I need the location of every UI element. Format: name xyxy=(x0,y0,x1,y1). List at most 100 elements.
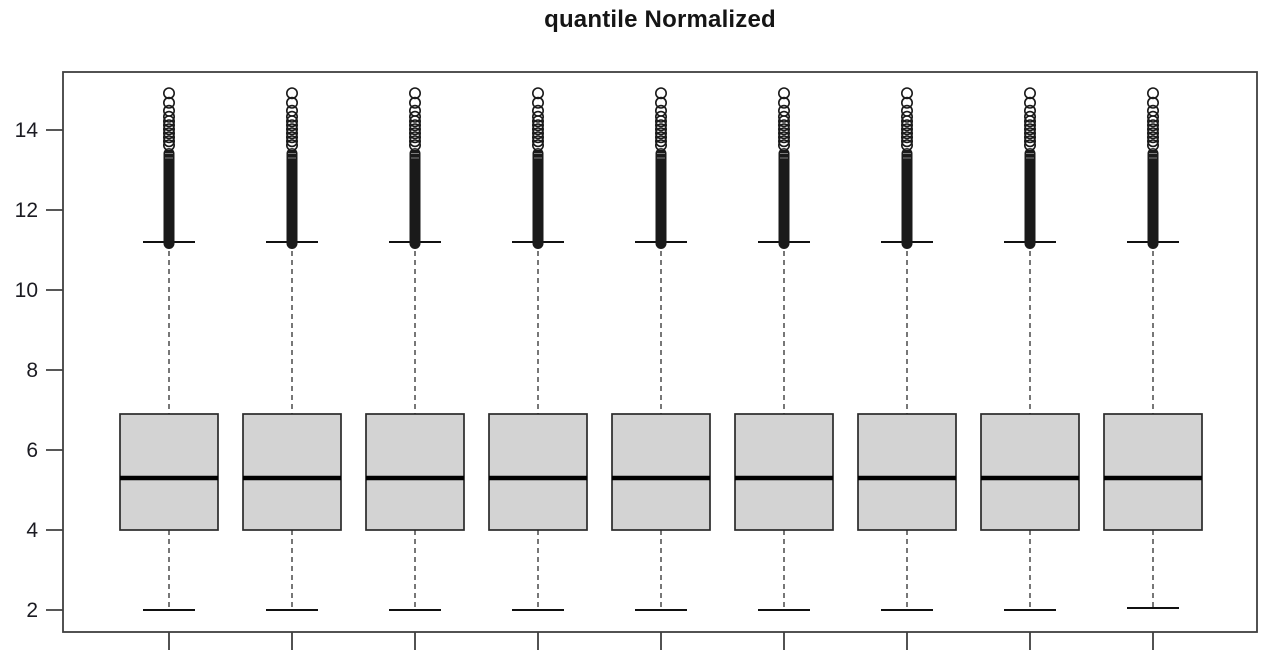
outlier-dense-column xyxy=(286,148,298,249)
y-axis-tick-label: 8 xyxy=(26,359,38,382)
outlier-point xyxy=(163,139,176,152)
outlier-point xyxy=(1024,119,1037,132)
boxplot-group xyxy=(488,87,588,650)
outlier-dense-column xyxy=(655,148,667,249)
outlier-point xyxy=(531,139,544,152)
outlier-point xyxy=(1147,110,1160,123)
outlier-point xyxy=(1024,104,1037,117)
outlier-point xyxy=(1024,127,1037,140)
boxplot-group xyxy=(857,87,957,650)
outlier-dense-column xyxy=(1024,148,1036,249)
iqr-box xyxy=(365,413,465,531)
outlier-point xyxy=(654,139,667,152)
outlier-point xyxy=(285,110,298,123)
outlier-point xyxy=(1147,104,1160,117)
outlier-point xyxy=(654,127,667,140)
outlier-point xyxy=(285,119,298,132)
iqr-box xyxy=(611,413,711,531)
outlier-point xyxy=(163,119,176,132)
outlier-point xyxy=(777,119,790,132)
outlier-point xyxy=(408,110,421,123)
outlier-dense-column xyxy=(532,148,544,249)
boxplot-group xyxy=(365,87,465,650)
outlier-point xyxy=(1147,135,1160,148)
y-axis-tick-label: 4 xyxy=(26,519,38,542)
outlier-dense-column xyxy=(1147,148,1159,249)
outlier-point xyxy=(285,123,298,136)
iqr-box xyxy=(119,413,219,531)
outlier-point xyxy=(900,104,913,117)
outlier-point xyxy=(531,110,544,123)
boxplot-group xyxy=(734,87,834,650)
outlier-point xyxy=(777,127,790,140)
outlier-point xyxy=(1024,87,1037,100)
iqr-box xyxy=(734,413,834,531)
outlier-point xyxy=(163,127,176,140)
outlier-point xyxy=(285,135,298,148)
outlier-point xyxy=(163,123,176,136)
outlier-point xyxy=(408,87,421,100)
iqr-box xyxy=(980,413,1080,531)
outlier-point xyxy=(1024,139,1037,152)
outlier-point xyxy=(531,123,544,136)
outlier-point xyxy=(1147,119,1160,132)
outlier-point xyxy=(163,87,176,100)
outlier-point xyxy=(1024,123,1037,136)
outlier-point xyxy=(163,135,176,148)
outlier-point xyxy=(408,119,421,132)
outlier-point xyxy=(654,131,667,144)
outlier-point xyxy=(285,87,298,100)
outlier-point xyxy=(654,87,667,100)
y-axis-tick-label: 12 xyxy=(15,199,38,222)
y-axis-tick-label: 6 xyxy=(26,439,38,462)
outlier-point xyxy=(1147,131,1160,144)
boxplot-group xyxy=(980,87,1080,650)
outlier-point xyxy=(900,110,913,123)
outlier-point xyxy=(1147,127,1160,140)
outlier-point xyxy=(900,119,913,132)
outlier-point xyxy=(900,139,913,152)
outlier-point xyxy=(900,87,913,100)
outlier-point xyxy=(777,123,790,136)
boxplot-group xyxy=(242,87,342,650)
iqr-box xyxy=(242,413,342,531)
outlier-point xyxy=(408,127,421,140)
outlier-point xyxy=(777,131,790,144)
outlier-point xyxy=(285,131,298,144)
outlier-point xyxy=(531,104,544,117)
outlier-point xyxy=(1024,131,1037,144)
outlier-point xyxy=(408,135,421,148)
outlier-dense-column xyxy=(778,148,790,249)
outlier-dense-column xyxy=(163,148,175,249)
outlier-point xyxy=(900,135,913,148)
outlier-dense-column xyxy=(901,148,913,249)
outlier-point xyxy=(777,104,790,117)
outlier-point xyxy=(1024,110,1037,123)
outlier-point xyxy=(654,135,667,148)
outlier-point xyxy=(163,110,176,123)
outlier-dense-column xyxy=(409,148,421,249)
plot-frame xyxy=(62,71,1258,633)
outlier-point xyxy=(408,131,421,144)
y-axis-tick-label: 10 xyxy=(15,279,38,302)
outlier-point xyxy=(654,123,667,136)
outlier-point xyxy=(654,104,667,117)
outlier-point xyxy=(1147,87,1160,100)
outlier-point xyxy=(1147,123,1160,136)
outlier-point xyxy=(900,123,913,136)
outlier-point xyxy=(285,104,298,117)
outlier-point xyxy=(285,139,298,152)
outlier-point xyxy=(654,119,667,132)
outlier-point xyxy=(1024,135,1037,148)
outlier-point xyxy=(654,110,667,123)
outlier-point xyxy=(163,131,176,144)
outlier-point xyxy=(531,131,544,144)
outlier-point xyxy=(777,135,790,148)
boxplot-group xyxy=(611,87,711,650)
iqr-box xyxy=(857,413,957,531)
y-axis-tick-label: 2 xyxy=(26,599,38,622)
outlier-point xyxy=(531,127,544,140)
outlier-point xyxy=(408,139,421,152)
